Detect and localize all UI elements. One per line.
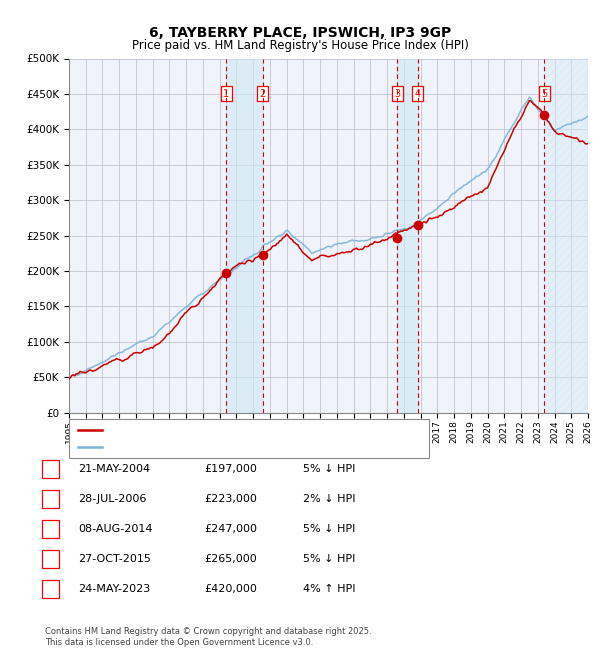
Text: 3: 3 (394, 89, 400, 99)
Text: 27-OCT-2015: 27-OCT-2015 (78, 554, 151, 564)
Text: 1: 1 (223, 89, 229, 99)
Bar (544, 58, 588, 413)
Text: £265,000: £265,000 (204, 554, 257, 564)
Text: 4: 4 (415, 89, 421, 99)
Text: Contains HM Land Registry data © Crown copyright and database right 2025.
This d: Contains HM Land Registry data © Crown c… (45, 627, 371, 647)
Bar (397, 58, 418, 413)
Text: 5% ↓ HPI: 5% ↓ HPI (303, 464, 355, 474)
Text: 5: 5 (541, 89, 547, 99)
Text: 08-AUG-2014: 08-AUG-2014 (78, 524, 152, 534)
Text: 6, TAYBERRY PLACE, IPSWICH, IP3 9GP: 6, TAYBERRY PLACE, IPSWICH, IP3 9GP (149, 26, 451, 40)
Text: 5% ↓ HPI: 5% ↓ HPI (303, 554, 355, 564)
Text: 21-MAY-2004: 21-MAY-2004 (78, 464, 150, 474)
Text: 4: 4 (47, 554, 54, 564)
Text: £247,000: £247,000 (204, 524, 257, 534)
Text: 28-JUL-2006: 28-JUL-2006 (78, 494, 146, 504)
Text: £223,000: £223,000 (204, 494, 257, 504)
Text: Price paid vs. HM Land Registry's House Price Index (HPI): Price paid vs. HM Land Registry's House … (131, 39, 469, 52)
Text: £197,000: £197,000 (204, 464, 257, 474)
Text: 4% ↑ HPI: 4% ↑ HPI (303, 584, 355, 594)
Text: 5: 5 (47, 584, 54, 594)
Bar (226, 58, 263, 413)
Text: 2: 2 (47, 494, 54, 504)
Text: 2: 2 (260, 89, 266, 99)
Text: 3: 3 (47, 524, 54, 534)
Text: 24-MAY-2023: 24-MAY-2023 (78, 584, 150, 594)
Text: £420,000: £420,000 (204, 584, 257, 594)
Text: 5% ↓ HPI: 5% ↓ HPI (303, 524, 355, 534)
Text: 2% ↓ HPI: 2% ↓ HPI (303, 494, 355, 504)
Text: 6, TAYBERRY PLACE, IPSWICH, IP3 9GP (detached house): 6, TAYBERRY PLACE, IPSWICH, IP3 9GP (det… (108, 425, 385, 435)
Text: HPI: Average price, detached house, Ipswich: HPI: Average price, detached house, Ipsw… (108, 443, 325, 452)
Text: 1: 1 (47, 464, 54, 474)
